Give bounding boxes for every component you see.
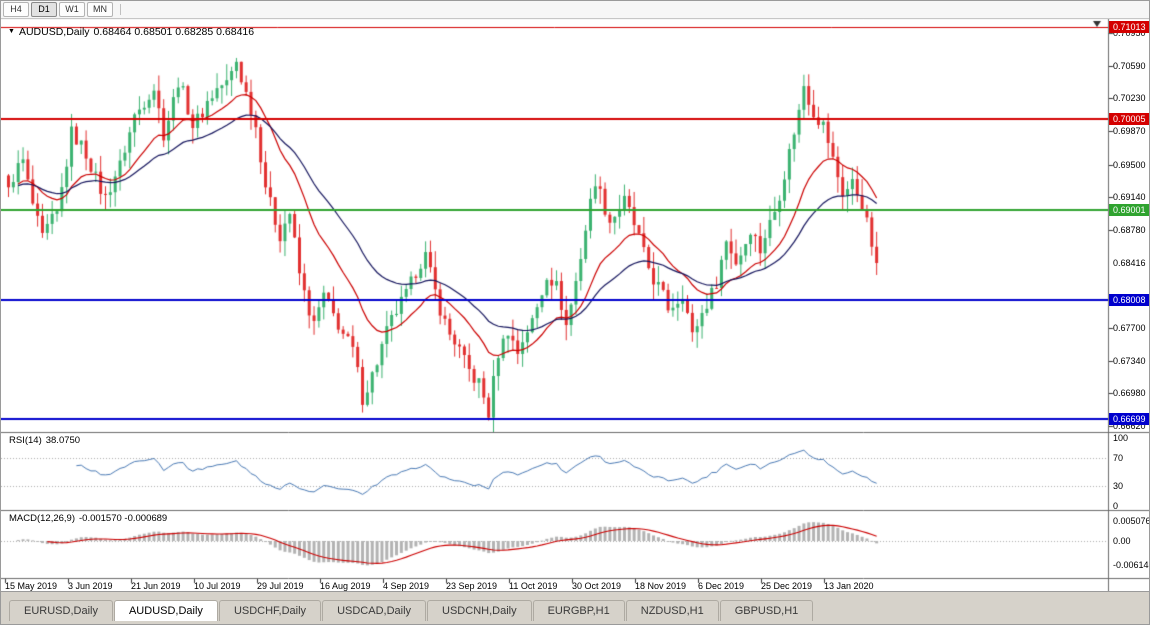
- chart-tab-gbpusd-h1[interactable]: GBPUSD,H1: [719, 600, 814, 621]
- chart-tab-eurgbp-h1[interactable]: EURGBP,H1: [532, 600, 625, 621]
- rsi-indicator-value: 38.0750: [45, 435, 81, 446]
- toolbar-separator: [120, 4, 121, 15]
- timeframe-button-mn[interactable]: MN: [87, 2, 113, 17]
- chart-tab-usdcad-daily[interactable]: USDCAD,Daily: [322, 600, 427, 621]
- macd-indicator-name: MACD(12,26,9): [9, 513, 75, 524]
- timeframe-toolbar: H4 D1 W1 MN: [1, 1, 1149, 19]
- chart-ohlc-values: 0.68464 0.68501 0.68285 0.68416: [93, 26, 255, 38]
- timeframe-button-w1[interactable]: W1: [59, 2, 85, 17]
- macd-indicator-values: -0.001570 -0.000689: [79, 513, 168, 524]
- rsi-indicator-name: RSI(14): [9, 435, 42, 446]
- macd-label: MACD(12,26,9) -0.001570 -0.000689: [9, 513, 171, 524]
- timeframe-button-h4[interactable]: H4: [3, 2, 29, 17]
- timeframe-button-d1[interactable]: D1: [31, 2, 57, 17]
- chart-title: ▼ AUDUSD,Daily 0.68464 0.68501 0.68285 0.6…: [8, 26, 258, 38]
- chart-symbol-label: AUDUSD,Daily: [18, 26, 90, 38]
- chart-tab-audusd-daily[interactable]: AUDUSD,Daily: [113, 600, 218, 621]
- chart-tab-eurusd-daily[interactable]: EURUSD,Daily: [9, 600, 113, 621]
- symbol-dropdown-icon: ▼: [8, 28, 15, 35]
- chart-tab-nzdusd-h1[interactable]: NZDUSD,H1: [625, 600, 719, 621]
- rsi-label: RSI(14) 38.0750: [9, 435, 84, 446]
- chart-tab-usdcnh-daily[interactable]: USDCNH,Daily: [427, 600, 532, 621]
- charts-tab-bar: EURUSD,Daily AUDUSD,Daily USDCHF,Daily USDC…: [1, 591, 1149, 624]
- chart-tab-usdchf-daily[interactable]: USDCHF,Daily: [218, 600, 322, 621]
